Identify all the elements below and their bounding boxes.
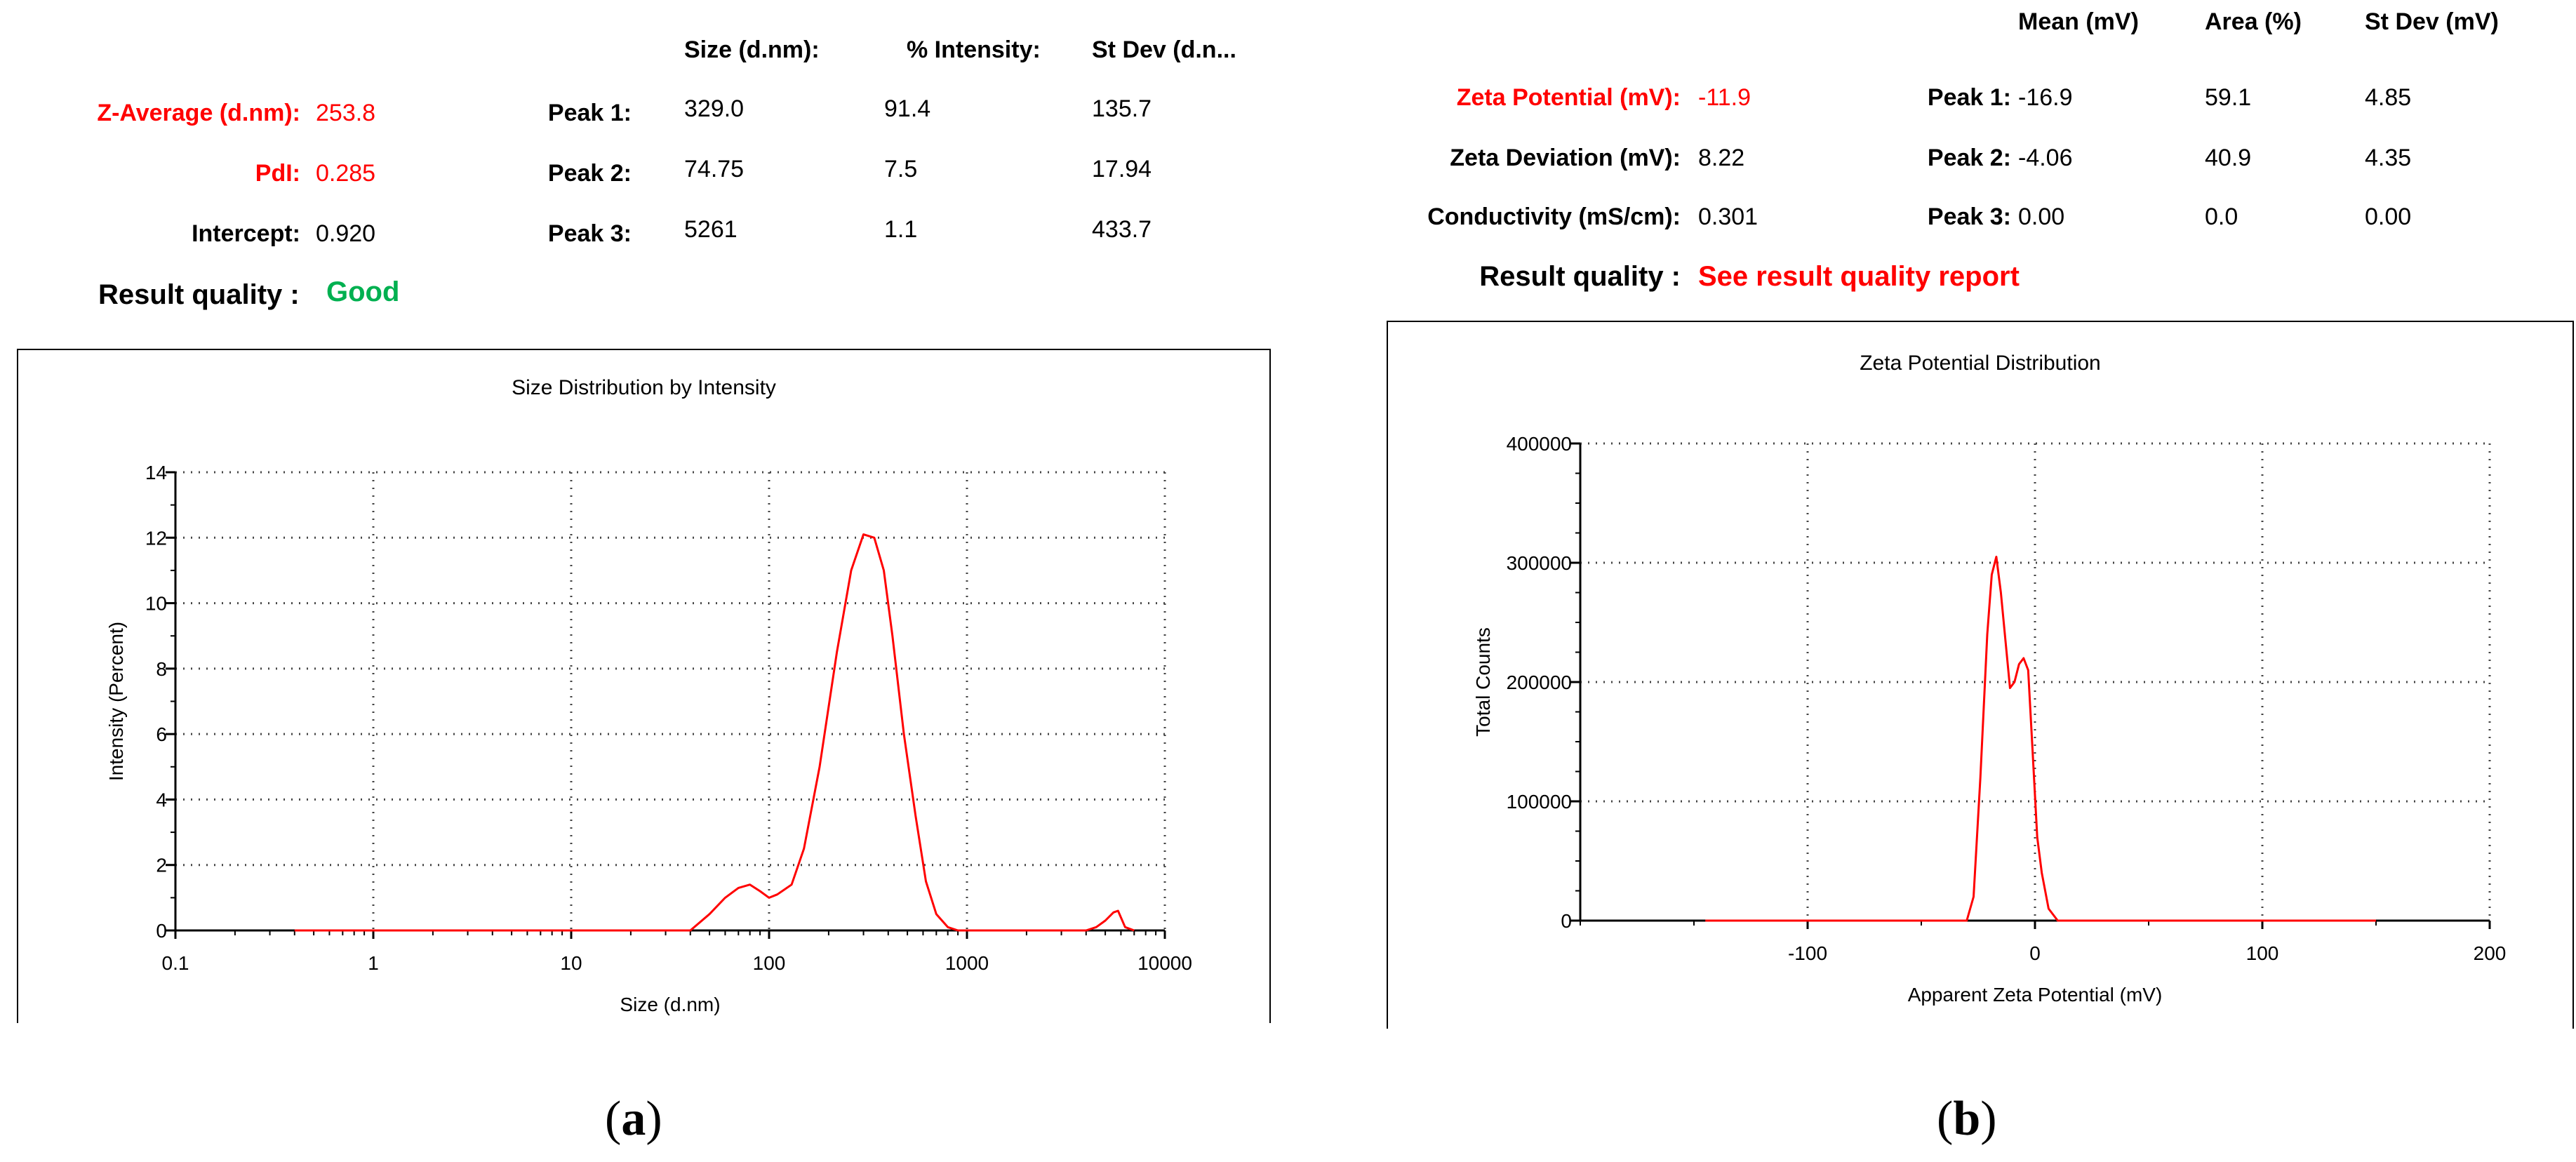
- y-tick-label: 14: [145, 462, 167, 483]
- zeta-peak-2-label: Peak 2:: [1927, 145, 2011, 171]
- y-tick-label: 6: [156, 723, 167, 745]
- zeta-peak-3-label: Peak 3:: [1927, 203, 2011, 230]
- x-tick-label: 0.1: [162, 952, 189, 974]
- zeta-potential-label: Zeta Potential (mV):: [1456, 84, 1681, 111]
- x-tick-label: 10000: [1137, 952, 1192, 974]
- x-tick-label: -100: [1788, 942, 1827, 964]
- peak-1-stdev: 135.7: [1092, 95, 1152, 122]
- series-line: [1705, 556, 2376, 922]
- x-axis-label: Size (d.nm): [620, 994, 720, 1015]
- zeta-peak-1-stdev: 4.85: [2365, 84, 2412, 111]
- peak-3-label: Peak 3:: [547, 220, 632, 247]
- zeta-peak-3-stdev: 0.00: [2365, 203, 2412, 230]
- size-distribution-chart: Size Distribution by Intensity 0 2 4 6 8 10 12 1…: [16, 349, 1272, 1026]
- zeta-peak-1-mean: -16.9: [2018, 84, 2073, 111]
- pdi-value: 0.285: [316, 160, 376, 187]
- caption-a-letter: a: [621, 1092, 646, 1146]
- conductivity-value: 0.301: [1698, 203, 1759, 230]
- caption-a: (a): [605, 1091, 662, 1147]
- caption-a-open: (: [605, 1092, 622, 1146]
- result-quality-label-a: Result quality :: [98, 279, 300, 310]
- peak-2-label: Peak 2:: [547, 160, 632, 187]
- area-header: Area (%): [2205, 8, 2302, 35]
- zeta-peak-2-area: 40.9: [2205, 145, 2252, 171]
- peak-2-intensity: 7.5: [884, 156, 918, 182]
- zeta-peak-2-mean: -4.06: [2018, 145, 2073, 171]
- zeta-peak-1-area: 59.1: [2205, 84, 2252, 111]
- caption-b-letter: b: [1953, 1092, 1981, 1146]
- stdev-header: St Dev (d.n...: [1092, 36, 1236, 63]
- y-tick-label: 2: [156, 855, 167, 876]
- y-tick-label: 200000: [1507, 672, 1572, 693]
- mean-header: Mean (mV): [2018, 8, 2139, 35]
- x-tick-label: 0: [2029, 942, 2041, 964]
- chart-title: Size Distribution by Intensity: [512, 376, 776, 399]
- series-line: [294, 533, 1135, 932]
- y-tick-label: 100000: [1507, 791, 1572, 813]
- peak-2-stdev: 17.94: [1092, 156, 1152, 182]
- stdev-mv-header: St Dev (mV): [2365, 8, 2499, 35]
- y-tick-label: 12: [145, 527, 167, 549]
- y-axis-label: Intensity (Percent): [105, 622, 127, 781]
- zeta-potential-chart: Zeta Potential Distribution 0 100000 200000…: [1386, 321, 2575, 1031]
- peak-3-stdev: 433.7: [1092, 216, 1152, 243]
- zeta-peak-3-mean: 0.00: [2018, 203, 2065, 230]
- result-quality-value-a: Good: [326, 276, 400, 307]
- intercept-label: Intercept:: [192, 220, 300, 247]
- y-tick-label: 10: [145, 593, 167, 615]
- peak-1-size: 329.0: [684, 95, 745, 122]
- x-tick-label: 100: [753, 952, 786, 974]
- zeta-deviation-value: 8.22: [1698, 145, 1745, 171]
- size-header: Size (d.nm):: [684, 36, 820, 63]
- peak-1-intensity: 91.4: [884, 95, 931, 122]
- x-tick-label: 1: [368, 952, 379, 974]
- peak-1-label: Peak 1:: [547, 100, 632, 126]
- y-tick-label: 8: [156, 658, 167, 680]
- zeta-peak-3-area: 0.0: [2205, 203, 2238, 230]
- caption-a-close: ): [646, 1092, 662, 1146]
- z-average-label: Z-Average (d.nm):: [97, 100, 300, 126]
- chart-title: Zeta Potential Distribution: [1860, 352, 2101, 375]
- zeta-peak-2-stdev: 4.35: [2365, 145, 2412, 171]
- zeta-potential-value: -11.9: [1698, 84, 1751, 111]
- y-tick-label: 300000: [1507, 552, 1572, 574]
- pdi-label: PdI:: [255, 160, 300, 187]
- peak-2-size: 74.75: [684, 156, 745, 182]
- z-average-value: 253.8: [316, 100, 376, 126]
- caption-b-close: ): [1980, 1092, 1997, 1146]
- result-quality-label-b: Result quality :: [1479, 261, 1681, 292]
- y-tick-label: 0: [1561, 910, 1572, 932]
- x-tick-label: 200: [2474, 942, 2507, 964]
- x-tick-label: 100: [2246, 942, 2279, 964]
- y-axis-label: Total Counts: [1472, 627, 1494, 737]
- x-axis-label: Apparent Zeta Potential (mV): [1908, 984, 2163, 1006]
- caption-b: (b): [1937, 1091, 1997, 1147]
- peak-3-size: 5261: [684, 216, 738, 243]
- y-tick-label: 0: [156, 920, 167, 942]
- result-quality-link-b[interactable]: See result quality report: [1698, 261, 2020, 292]
- x-tick-label: 1000: [945, 952, 989, 974]
- chart-frame: [17, 349, 1271, 1025]
- y-tick-label: 400000: [1507, 433, 1572, 455]
- intensity-header: % Intensity:: [907, 36, 1041, 63]
- x-tick-label: 10: [560, 952, 582, 974]
- caption-b-open: (: [1937, 1092, 1954, 1146]
- intercept-value: 0.920: [316, 220, 376, 247]
- zeta-peak-1-label: Peak 1:: [1927, 84, 2011, 111]
- conductivity-label: Conductivity (mS/cm):: [1427, 203, 1681, 230]
- zeta-deviation-label: Zeta Deviation (mV):: [1450, 145, 1681, 171]
- y-tick-label: 4: [156, 789, 167, 810]
- peak-3-intensity: 1.1: [884, 216, 918, 243]
